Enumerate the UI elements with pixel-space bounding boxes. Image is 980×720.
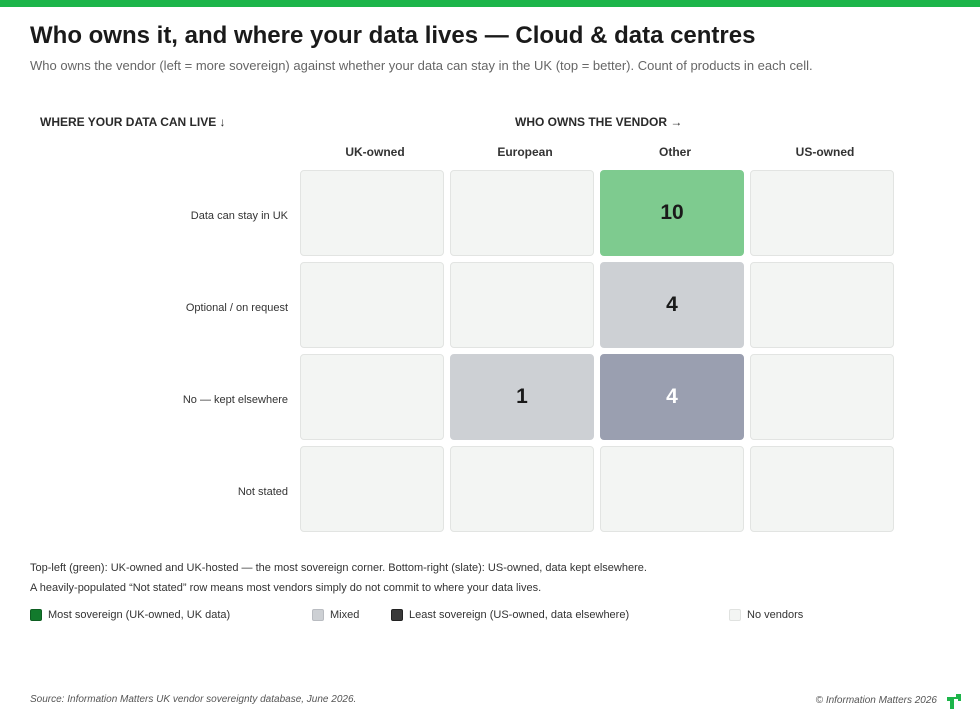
top-accent-bar — [0, 0, 980, 7]
heatmap-cell — [300, 446, 444, 532]
heatmap-cell: 4 — [600, 262, 744, 348]
heatmap-cell-value: 1 — [516, 385, 528, 408]
row-label-data-in-uk: Data can stay in UK — [190, 210, 288, 222]
heatmap-cell-value: 4 — [666, 385, 678, 408]
heatmap-cell — [750, 262, 894, 348]
heatmap-cell — [300, 262, 444, 348]
note-corners: Top-left (green): UK-owned and UK-hosted… — [30, 562, 647, 574]
legend-label-mixed: Mixed — [330, 609, 360, 621]
y-axis-label: WHERE YOUR DATA CAN LIVE ↓ — [40, 115, 226, 129]
row-label-optional: Optional / on request — [185, 302, 288, 314]
page-title: Who owns it, and where your data lives —… — [30, 22, 756, 49]
legend-swatch-most-sovereign — [30, 609, 42, 621]
legend-item-mixed: Mixed — [312, 609, 359, 621]
column-header-us-owned: US-owned — [795, 145, 855, 159]
legend-label-no-vendors: No vendors — [747, 609, 804, 621]
column-header-uk-owned: UK-owned — [345, 145, 405, 159]
note-not-stated: A heavily-populated “Not stated” row mea… — [30, 582, 542, 594]
heatmap-cell — [750, 170, 894, 256]
heatmap-cell — [450, 262, 594, 348]
heatmap-cell: 1 — [450, 354, 594, 440]
legend-item-least-sovereign: Least sovereign (US-owned, data elsewher… — [391, 609, 629, 621]
column-header-european: European — [497, 145, 553, 159]
page-subtitle: Who owns the vendor (left = more soverei… — [30, 58, 813, 73]
heatmap-cell — [300, 354, 444, 440]
source-note: Source: Information Matters UK vendor so… — [30, 694, 357, 705]
heatmap-cell — [600, 446, 744, 532]
legend-label-least-sovereign: Least sovereign (US-owned, data elsewher… — [409, 609, 630, 621]
heatmap-cell-value: 10 — [660, 201, 684, 224]
heatmap-cell — [750, 446, 894, 532]
row-label-not-stated: Not stated — [237, 486, 288, 498]
legend-label-most-sovereign: Most sovereign (UK-owned, UK data) — [48, 609, 231, 621]
heatmap-cell — [450, 446, 594, 532]
legend-swatch-mixed — [312, 609, 324, 621]
heatmap-cell: 10 — [600, 170, 744, 256]
heatmap-cell — [450, 170, 594, 256]
heatmap-cell — [300, 170, 444, 256]
heatmap-cell — [750, 354, 894, 440]
legend-swatch-least-sovereign — [391, 609, 403, 621]
brand-logo-icon — [947, 694, 961, 709]
legend-item-most-sovereign: Most sovereign (UK-owned, UK data) — [30, 609, 230, 621]
copyright-note: © Information Matters 2026 — [815, 695, 937, 706]
legend-swatch-no-vendors — [729, 609, 741, 621]
legend-item-no-vendors: No vendors — [729, 609, 803, 621]
heatmap-cell-value: 4 — [666, 293, 678, 316]
column-header-other: Other — [658, 145, 691, 159]
row-label-kept-elsewhere: No — kept elsewhere — [182, 394, 288, 406]
x-axis-label: WHO OWNS THE VENDOR → — [515, 115, 683, 129]
heatmap-cell: 4 — [600, 354, 744, 440]
